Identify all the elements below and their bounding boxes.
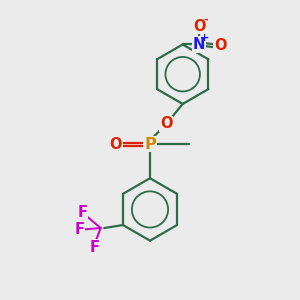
Text: P: P [144,136,156,152]
Text: O: O [214,38,227,53]
Text: +: + [200,33,209,43]
Text: O: O [110,136,122,152]
Text: F: F [77,205,87,220]
Text: N: N [193,37,205,52]
Text: F: F [74,222,84,237]
Text: O: O [160,116,172,131]
Text: F: F [90,240,100,255]
Text: O: O [193,19,205,34]
Text: -: - [203,14,208,25]
